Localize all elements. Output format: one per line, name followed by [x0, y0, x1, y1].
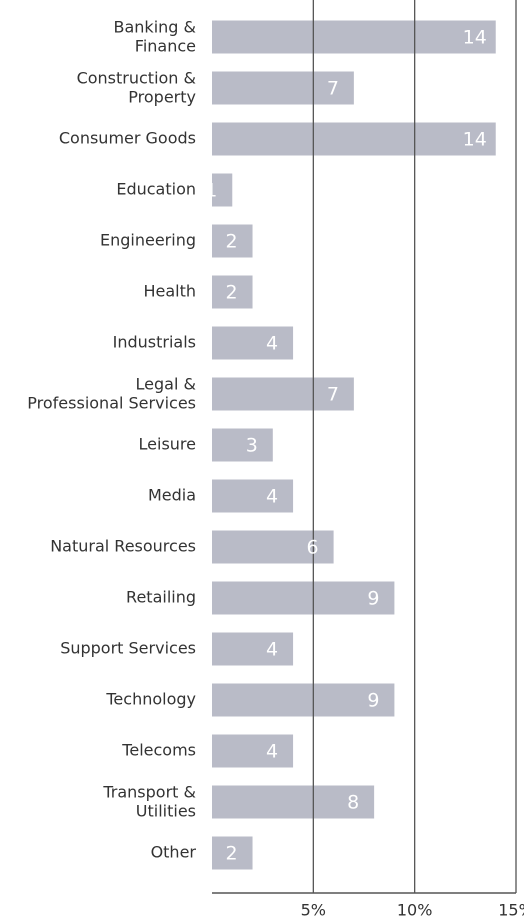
bar	[212, 377, 354, 411]
bar	[212, 71, 354, 105]
bar	[212, 326, 294, 360]
bar	[212, 581, 395, 615]
category-label: Media	[148, 486, 196, 505]
category-label: Natural Resources	[50, 537, 196, 556]
value-label: 7	[327, 78, 339, 100]
value-label: 9	[367, 690, 379, 712]
bar	[212, 479, 294, 513]
bar	[212, 836, 253, 870]
category-label: Other	[151, 843, 197, 862]
category-label: Retailing	[126, 588, 196, 607]
value-label: 4	[266, 741, 278, 763]
value-label: 9	[367, 588, 379, 610]
category-label: Technology	[105, 690, 196, 709]
category-label: Leisure	[139, 435, 196, 454]
category-label: Transport & Utilities	[102, 782, 196, 820]
bar	[212, 122, 496, 156]
value-label: 2	[225, 282, 237, 304]
category-label: Legal & Professional Services	[27, 374, 196, 412]
category-label: Education	[116, 180, 196, 199]
category-label: Banking & Finance	[114, 17, 197, 55]
x-tick-label: 5%	[301, 901, 326, 920]
value-label: 1	[205, 180, 217, 202]
category-label: Consumer Goods	[59, 129, 196, 148]
bar	[212, 734, 294, 768]
value-label: 4	[266, 333, 278, 355]
category-label: Engineering	[100, 231, 196, 250]
value-label: 6	[307, 537, 319, 559]
value-label: 8	[347, 792, 359, 814]
bar	[212, 224, 253, 258]
category-label: Telecoms	[121, 741, 196, 760]
value-label: 2	[225, 231, 237, 253]
x-tick-label: 10%	[397, 901, 433, 920]
bar	[212, 20, 496, 54]
bar	[212, 632, 294, 666]
bar	[212, 785, 375, 819]
category-label: Industrials	[113, 333, 196, 352]
bar	[212, 683, 395, 717]
category-label: Construction & Property	[77, 68, 196, 106]
value-label: 14	[463, 27, 487, 49]
category-label: Support Services	[60, 639, 196, 658]
value-label: 2	[225, 843, 237, 865]
value-label: 3	[246, 435, 258, 457]
category-label: Health	[143, 282, 196, 301]
bar	[212, 275, 253, 309]
bar	[212, 428, 273, 462]
value-label: 4	[266, 639, 278, 661]
value-label: 14	[463, 129, 487, 151]
x-tick-label: 15%	[498, 901, 524, 920]
value-label: 7	[327, 384, 339, 406]
value-label: 4	[266, 486, 278, 508]
bar	[212, 173, 233, 207]
